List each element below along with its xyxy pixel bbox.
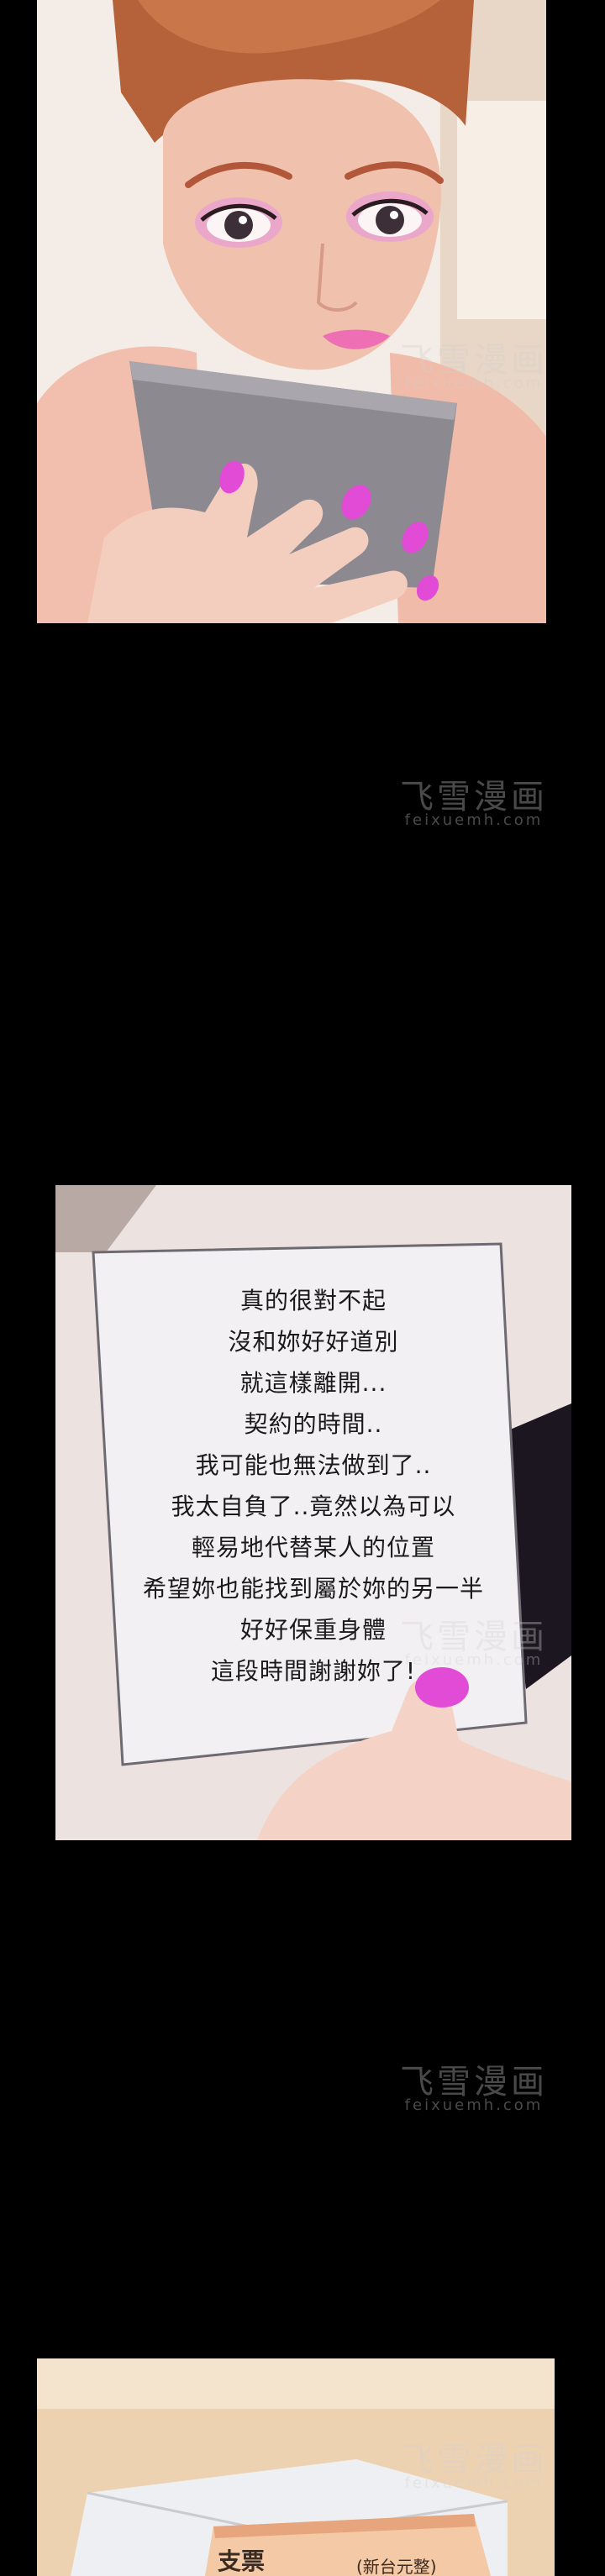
- watermark: 飞雪漫画 feixuemh.com: [373, 722, 575, 848]
- comic-panel-2: 真的很對不起 沒和妳好好道別 就這樣離開... 契約的時間.. 我可能也無法做到…: [55, 1185, 571, 1840]
- note-illustration: [55, 1185, 571, 1840]
- note-line: 契約的時間..: [244, 1410, 383, 1438]
- watermark-title: 飞雪漫画: [400, 2063, 548, 2101]
- note-line: 希望妳也能找到屬於妳的另一半: [142, 1575, 484, 1603]
- watermark-subtitle: feixuemh.com: [404, 2096, 544, 2114]
- note-line: 就這樣離開...: [239, 1369, 387, 1397]
- note-line: 真的很對不起: [239, 1287, 387, 1314]
- watermark-subtitle: feixuemh.com: [404, 811, 544, 829]
- note-line: 這段時間謝謝妳了!: [210, 1657, 417, 1685]
- note-line: 沒和妳好好道別: [228, 1328, 399, 1356]
- comic-panel-3: 支票 (新台元整): [37, 2358, 555, 2576]
- cheque-label: 支票: [218, 2547, 266, 2575]
- woman-reading-note-illustration: [37, 0, 546, 623]
- note-line: 我可能也無法做到了..: [195, 1451, 432, 1479]
- note-line: 輕易地代替某人的位置: [191, 1534, 435, 1561]
- watermark-title: 飞雪漫画: [400, 778, 548, 816]
- comic-panel-1: [37, 0, 546, 623]
- note-line: 好好保重身體: [239, 1616, 387, 1644]
- cheque-amount-hint: (新台元整): [356, 2557, 437, 2576]
- watermark: 飞雪漫画 feixuemh.com: [373, 2007, 575, 2133]
- envelope-cheque-illustration: [37, 2358, 555, 2576]
- note-line: 我太自負了..竟然以為可以: [171, 1493, 456, 1520]
